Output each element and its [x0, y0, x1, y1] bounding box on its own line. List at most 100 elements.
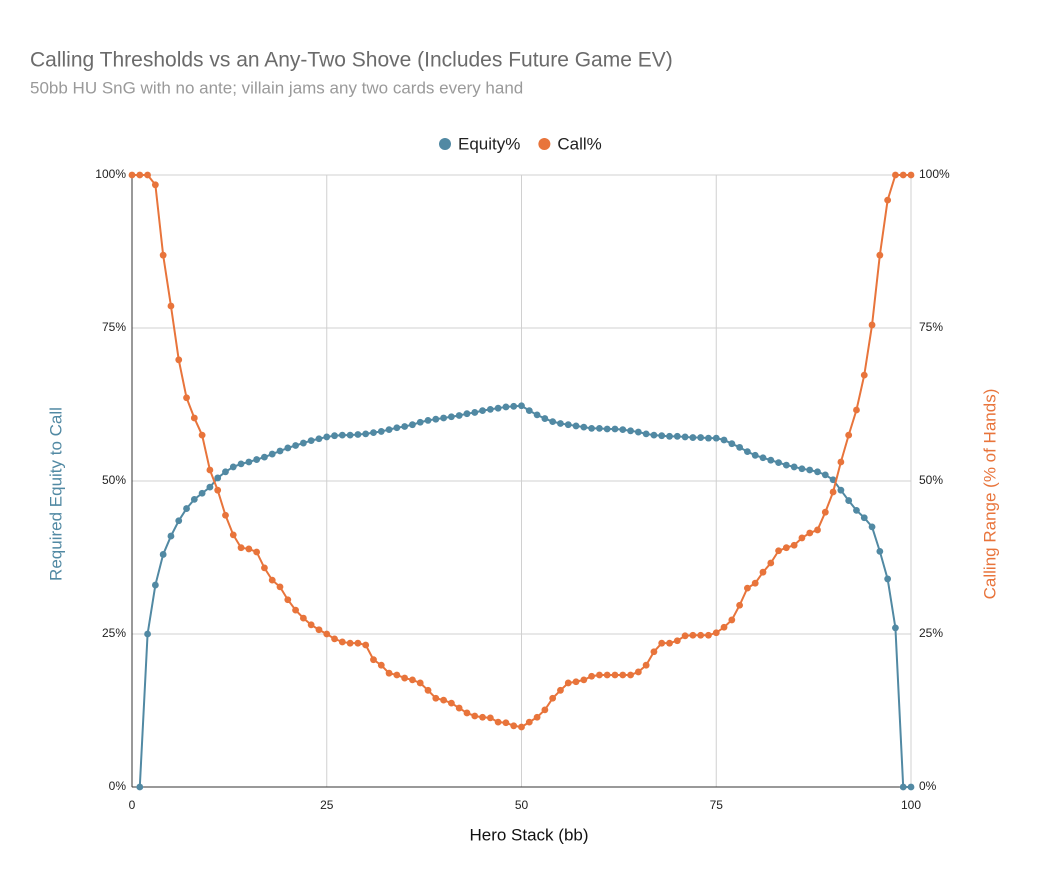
data-point: [401, 423, 409, 430]
data-point: [354, 431, 362, 438]
data-point: [751, 451, 759, 459]
data-point: [533, 713, 541, 721]
data-point: [775, 547, 782, 555]
data-point: [237, 460, 245, 468]
data-point: [798, 465, 806, 473]
data-point: [907, 171, 915, 179]
data-point: [479, 713, 486, 721]
y-tick-label: 100%: [95, 167, 126, 181]
data-point: [362, 430, 370, 438]
data-point: [720, 436, 728, 444]
data-point: [884, 196, 892, 204]
data-point: [183, 505, 190, 512]
data-point: [151, 581, 159, 589]
data-point: [518, 402, 525, 410]
data-point: [447, 699, 455, 707]
data-point: [728, 440, 736, 448]
data-point: [642, 430, 650, 438]
y2-tick-label: 100%: [919, 167, 950, 181]
data-point: [634, 428, 642, 436]
data-point: [634, 668, 642, 676]
data-point: [175, 356, 183, 364]
y2-axis-label: Calling Range (% of Hands): [980, 389, 999, 600]
data-point: [518, 723, 525, 731]
x-tick-label: 0: [129, 798, 136, 812]
data-point: [214, 474, 222, 482]
data-point: [853, 506, 860, 514]
data-point: [463, 410, 471, 418]
y2-tick-label: 50%: [919, 473, 943, 487]
data-point: [549, 418, 557, 426]
data-point: [564, 421, 572, 429]
data-point: [860, 514, 868, 522]
data-point: [416, 679, 424, 687]
data-point: [229, 463, 237, 471]
data-point: [619, 426, 627, 433]
data-point: [432, 415, 440, 423]
data-point: [611, 671, 619, 679]
data-point: [261, 564, 268, 572]
data-point: [564, 679, 572, 687]
data-point: [370, 656, 377, 664]
data-point: [899, 783, 907, 791]
data-point: [377, 428, 385, 435]
data-point: [588, 424, 596, 432]
data-point: [728, 616, 736, 624]
data-point: [681, 632, 689, 640]
data-point: [463, 709, 471, 717]
data-point: [782, 461, 790, 469]
data-point: [814, 468, 821, 476]
data-point: [744, 584, 751, 592]
data-point: [837, 458, 845, 466]
data-point: [892, 171, 899, 179]
y-tick-label: 50%: [102, 473, 126, 487]
data-point: [190, 495, 198, 503]
data-point: [533, 411, 541, 419]
data-point: [557, 686, 564, 694]
data-point: [557, 420, 564, 427]
data-point: [385, 426, 393, 433]
data-point: [697, 631, 705, 639]
data-point: [237, 544, 245, 552]
data-point: [393, 671, 401, 679]
data-point: [315, 435, 323, 443]
chart-subtitle: 50bb HU SnG with no ante; villain jams a…: [30, 78, 523, 97]
data-point: [292, 606, 299, 614]
data-point: [284, 596, 292, 604]
data-point: [292, 442, 299, 449]
data-point: [214, 486, 222, 494]
data-point: [806, 466, 814, 474]
data-point: [222, 511, 229, 519]
data-point: [658, 432, 666, 440]
data-point: [315, 626, 323, 634]
data-point: [603, 425, 611, 433]
data-point: [549, 694, 557, 702]
data-point: [447, 413, 455, 421]
data-point: [650, 648, 658, 656]
data-point: [712, 629, 720, 637]
data-point: [424, 417, 432, 424]
data-point: [596, 424, 603, 432]
data-point: [666, 639, 673, 647]
data-point: [144, 171, 151, 179]
data-point: [899, 171, 907, 179]
data-point: [299, 439, 307, 447]
data-point: [440, 414, 447, 422]
data-point: [541, 706, 549, 714]
data-point: [245, 545, 253, 553]
data-point: [580, 676, 588, 684]
y-tick-label: 0%: [109, 779, 127, 793]
data-point: [494, 718, 502, 726]
y2-tick-label: 25%: [919, 626, 943, 640]
data-point: [572, 422, 580, 430]
data-point: [720, 623, 728, 631]
data-point: [658, 639, 666, 647]
data-point: [837, 486, 845, 494]
data-point: [276, 583, 284, 591]
data-point: [261, 453, 268, 461]
legend-marker: [439, 138, 451, 150]
data-point: [502, 403, 510, 411]
data-point: [432, 694, 440, 702]
data-point: [190, 414, 198, 422]
